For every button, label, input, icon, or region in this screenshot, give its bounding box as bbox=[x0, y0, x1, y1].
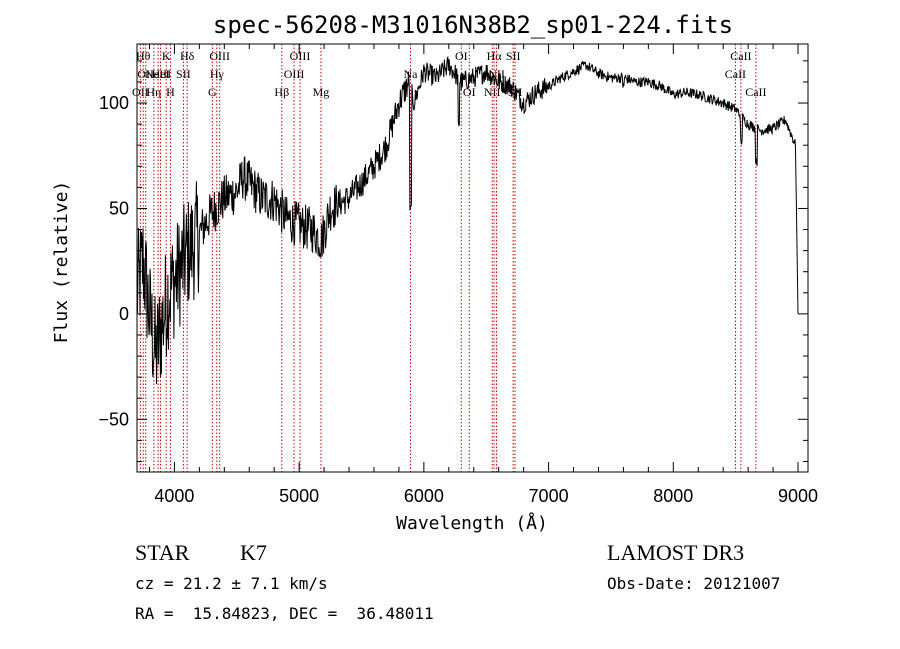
spectral-line-label: CaII bbox=[730, 49, 751, 63]
object-class: STAR bbox=[135, 540, 190, 565]
redshift-text: cz = 21.2 ± 7.1 km/s bbox=[135, 574, 328, 593]
survey-name: LAMOST DR3 bbox=[607, 540, 745, 565]
x-tick-label: 8000 bbox=[653, 486, 693, 506]
spectral-line-label: HeI bbox=[152, 67, 170, 81]
spectral-line-label: Hγ bbox=[210, 67, 225, 81]
spectral-line-label: OI bbox=[455, 49, 468, 63]
spectral-line-label: SII bbox=[176, 67, 191, 81]
spectral-line-label: Na bbox=[404, 67, 419, 81]
spectral-line-label: OII bbox=[132, 85, 149, 99]
spectral-line-label: CaII bbox=[725, 67, 746, 81]
axis-ticks: 4000 5000 6000 7000 8000 9000 −50 0 50 100 bbox=[98, 44, 818, 506]
spectral-line-label: OIII bbox=[290, 49, 311, 63]
y-tick-label: 0 bbox=[119, 304, 129, 324]
spectral-line-label: NeIII bbox=[145, 67, 171, 81]
spectral-line-label: Hη bbox=[146, 85, 161, 99]
spectral-line-label: OIII bbox=[284, 67, 305, 81]
spectral-line-label: K bbox=[162, 49, 171, 63]
x-tick-label: 5000 bbox=[279, 486, 319, 506]
spectral-line-label: OIII bbox=[209, 49, 230, 63]
spectral-line-label: Hβ bbox=[274, 85, 289, 99]
spectral-line-label: H bbox=[166, 85, 175, 99]
x-tick-label: 7000 bbox=[529, 486, 569, 506]
y-tick-label: 50 bbox=[109, 198, 129, 218]
spectral-line-label: Hδ bbox=[180, 49, 195, 63]
spectral-line-label: Hθ bbox=[136, 49, 151, 63]
x-tick-label: 4000 bbox=[154, 486, 194, 506]
x-tick-label: 9000 bbox=[778, 486, 818, 506]
spectral-line-label: Hα bbox=[487, 49, 503, 63]
spectrum-series-line bbox=[136, 55, 799, 385]
y-axis-label: Flux (relative) bbox=[51, 181, 72, 344]
spectral-line-label: Mg bbox=[313, 85, 330, 99]
y-tick-label: 100 bbox=[99, 93, 129, 113]
x-axis-label: Wavelength (Å) bbox=[396, 512, 548, 534]
coordinates-text: RA = 15.84823, DEC = 36.48011 bbox=[135, 604, 434, 623]
spectral-line-label: OI bbox=[463, 85, 476, 99]
y-tick-label: −50 bbox=[98, 409, 129, 429]
plot-area: OIIHθOIIHηNeIIIHeIKHSIIHδGHγOIIIHβOIIIOI… bbox=[132, 44, 799, 472]
spectral-line-label: OII bbox=[137, 67, 154, 81]
observation-date: Obs-Date: 20121007 bbox=[607, 574, 781, 593]
spectral-line-label: G bbox=[208, 85, 217, 99]
object-subclass: K7 bbox=[240, 540, 267, 565]
plot-frame bbox=[136, 43, 809, 473]
spectral-line-label: SII bbox=[506, 49, 521, 63]
spectral-line-label: NII bbox=[484, 85, 501, 99]
x-tick-label: 6000 bbox=[404, 486, 444, 506]
spectral-line-label: CaII bbox=[745, 85, 766, 99]
chart-title: spec-56208-M31016N38B2_sp01-224.fits bbox=[213, 11, 733, 39]
